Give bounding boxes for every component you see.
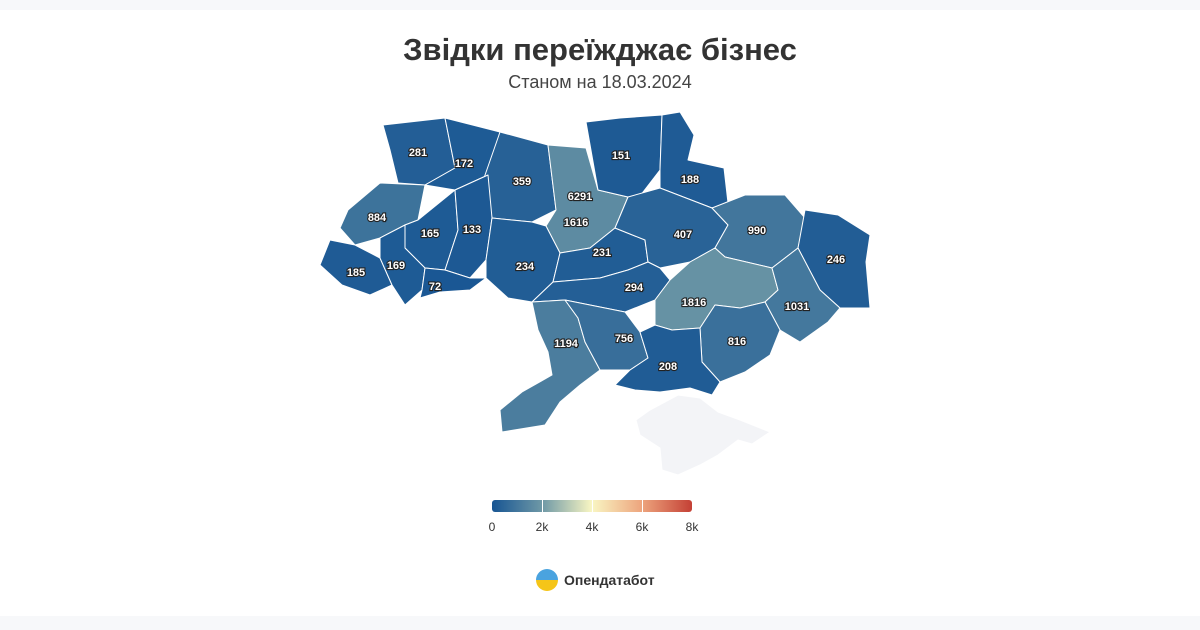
region-value-label: 165 bbox=[421, 228, 439, 240]
region-sumy[interactable] bbox=[659, 111, 729, 209]
legend-separator bbox=[542, 500, 543, 512]
region-value-label: 1031 bbox=[785, 301, 809, 313]
region-value-label: 133 bbox=[463, 224, 481, 236]
region-value-label: 208 bbox=[659, 361, 677, 373]
region-chernihiv[interactable] bbox=[585, 114, 663, 198]
region-value-label: 172 bbox=[455, 158, 473, 170]
legend-gradient bbox=[492, 500, 692, 512]
region-value-label: 281 bbox=[409, 147, 427, 159]
region-value-label: 188 bbox=[681, 174, 699, 186]
region-value-label: 816 bbox=[728, 336, 746, 348]
region-value-label: 1194 bbox=[554, 338, 579, 350]
region-value-label: 151 bbox=[612, 150, 630, 162]
legend-tick-label: 8k bbox=[685, 520, 699, 534]
chart-subtitle: Станом на 18.03.2024 bbox=[508, 72, 692, 92]
region-value-label: 359 bbox=[513, 176, 531, 188]
region-value-label: 756 bbox=[615, 333, 633, 345]
color-legend: 0 2k 4k 6k 8k bbox=[489, 500, 698, 534]
region-value-label: 990 bbox=[748, 225, 766, 237]
labels-layer: 281 172 359 6291 151 188 884 165 133 234 231 407 990… bbox=[346, 146, 847, 374]
legend-separator bbox=[592, 500, 593, 512]
brand-name: Опендатабот bbox=[564, 572, 655, 588]
region-value-label: 1816 bbox=[682, 297, 706, 309]
legend-tick-label: 2k bbox=[535, 520, 549, 534]
chart-title: Звідки переїжджає бізнес bbox=[403, 32, 797, 67]
region-value-label: 72 bbox=[429, 281, 441, 293]
brand-logo[interactable]: Опендатабот bbox=[536, 569, 655, 591]
region-donetsk[interactable] bbox=[764, 247, 841, 343]
region-value-label: 294 bbox=[625, 282, 644, 294]
legend-separator bbox=[642, 500, 643, 512]
region-zakarpattia[interactable] bbox=[319, 239, 393, 296]
region-kherson[interactable] bbox=[614, 324, 721, 396]
region-value-label: 1616 bbox=[564, 217, 588, 229]
opendatabot-logo-icon bbox=[536, 569, 558, 591]
region-value-label: 231 bbox=[593, 247, 611, 259]
region-value-label: 246 bbox=[827, 254, 845, 266]
region-value-label: 185 bbox=[347, 267, 365, 279]
region-value-label: 234 bbox=[516, 261, 535, 273]
region-value-label: 6291 bbox=[568, 191, 592, 203]
region-value-label: 407 bbox=[674, 229, 692, 241]
regions-layer bbox=[319, 111, 871, 476]
region-crimea[interactable] bbox=[635, 394, 771, 476]
region-value-label: 169 bbox=[387, 260, 405, 272]
legend-tick-label: 0 bbox=[488, 520, 496, 534]
region-value-label: 884 bbox=[368, 212, 387, 224]
legend-tick-label: 4k bbox=[585, 520, 599, 534]
legend-tick-label: 6k bbox=[635, 520, 649, 534]
region-chernivtsi[interactable] bbox=[419, 267, 487, 299]
region-khmelnytskyi[interactable] bbox=[444, 174, 493, 279]
